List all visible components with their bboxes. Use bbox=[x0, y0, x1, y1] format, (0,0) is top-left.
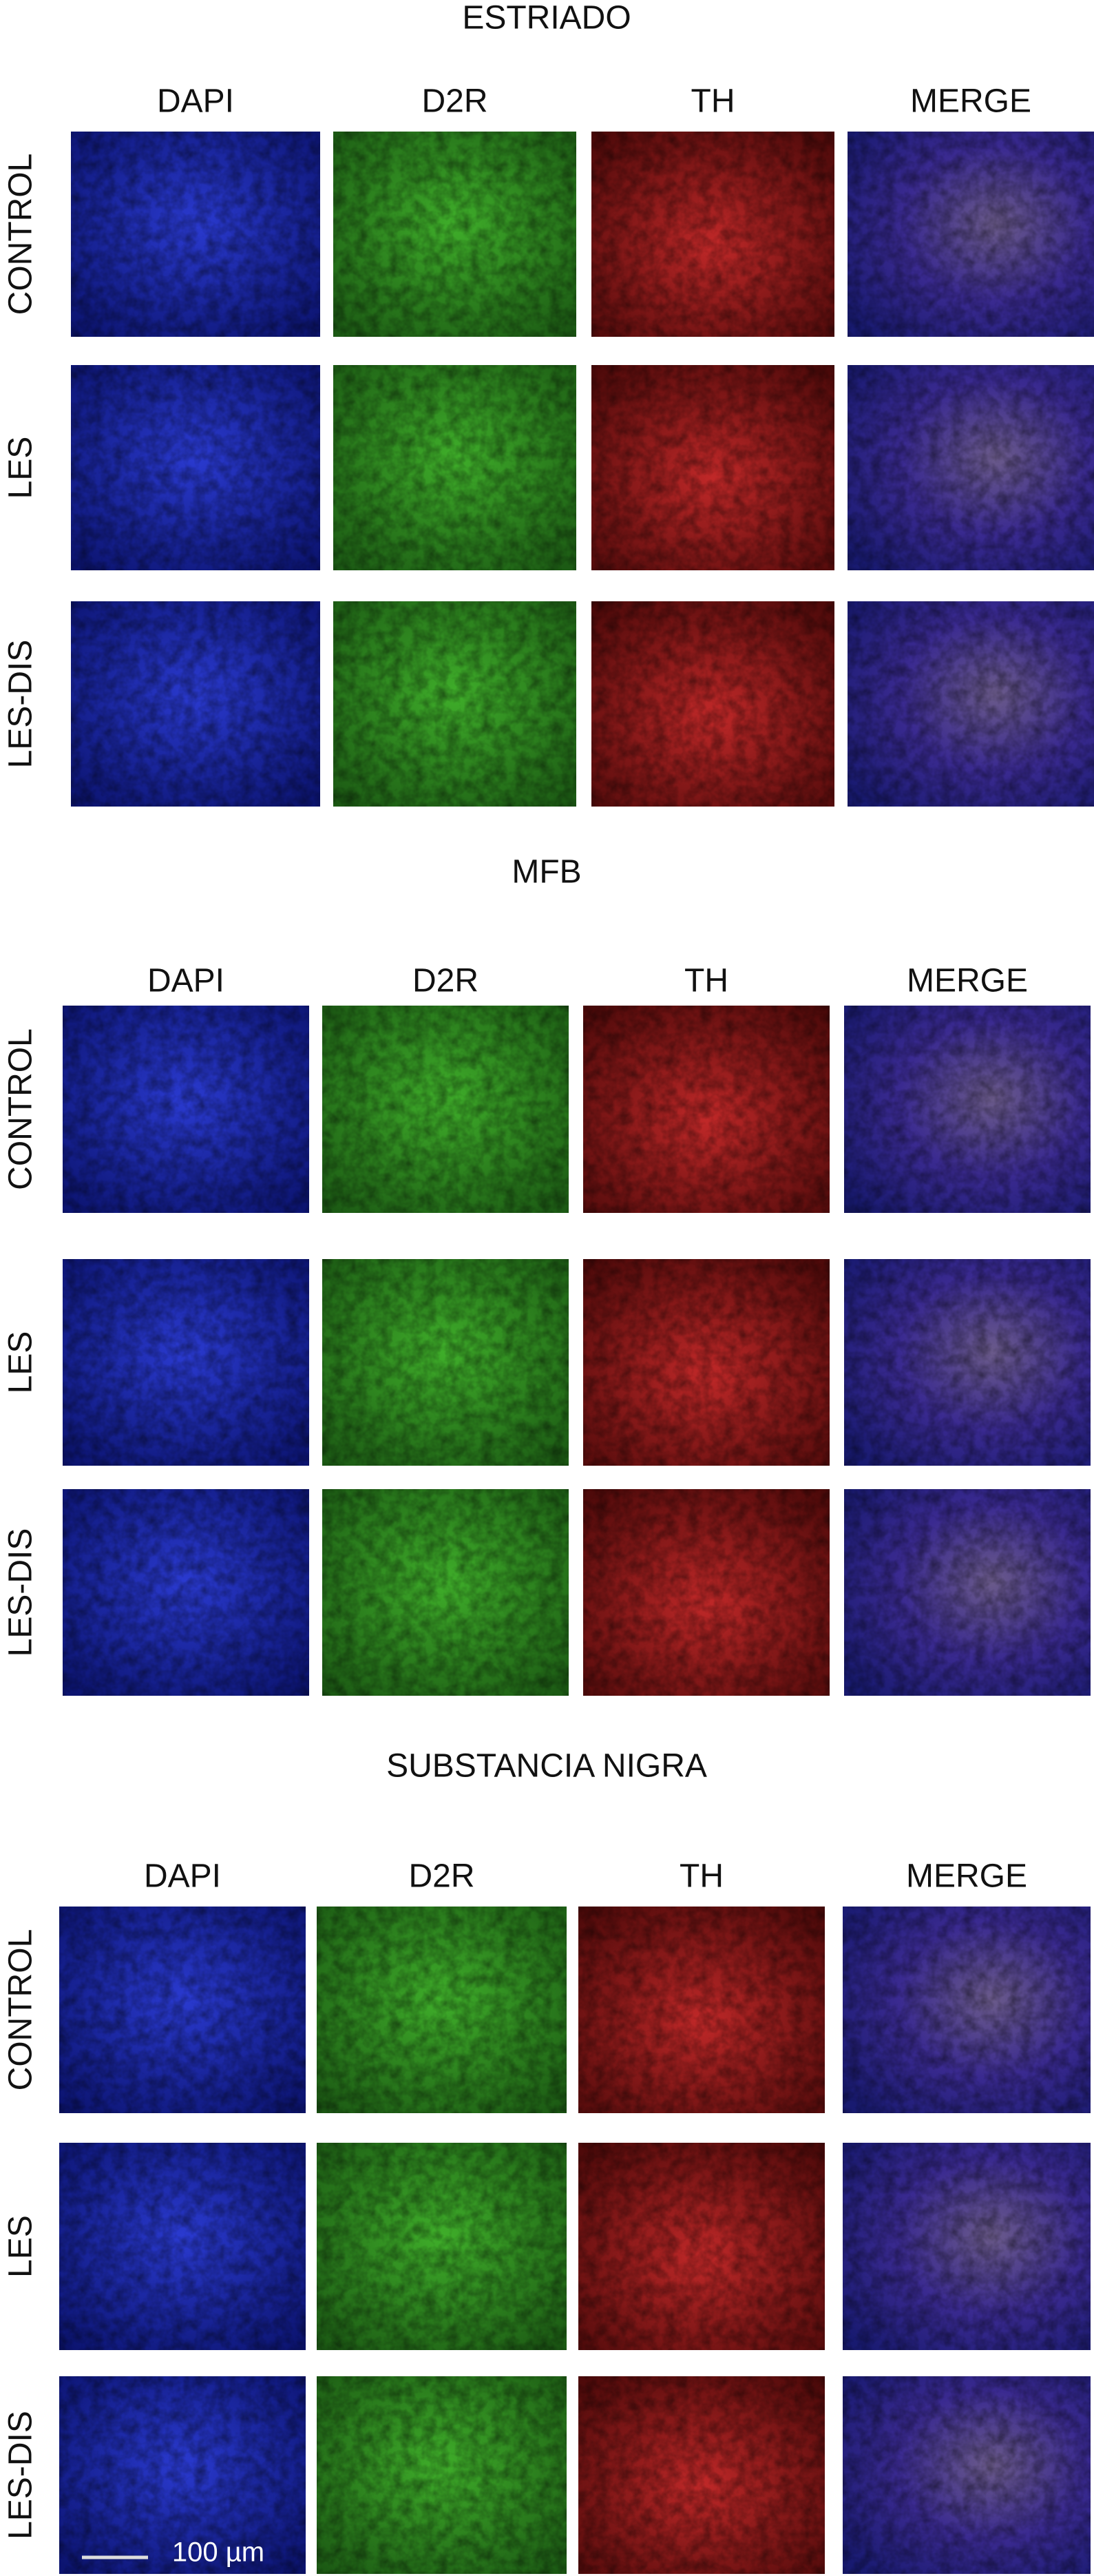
panel-texture bbox=[63, 1006, 309, 1213]
panel-texture bbox=[317, 2143, 567, 2350]
micrograph-panel bbox=[583, 1489, 830, 1696]
micrograph-panel bbox=[844, 1259, 1091, 1466]
micrograph-panel bbox=[843, 1907, 1091, 2113]
row-label: CONTROL bbox=[3, 154, 39, 315]
column-header: TH bbox=[691, 83, 735, 120]
panel-texture bbox=[63, 1489, 309, 1696]
panel-texture bbox=[848, 132, 1094, 337]
panel-texture bbox=[59, 2143, 306, 2350]
column-header: MERGE bbox=[907, 963, 1028, 999]
panel-texture bbox=[322, 1006, 569, 1213]
micrograph-panel bbox=[317, 1907, 567, 2113]
micrograph-panel bbox=[844, 1489, 1091, 1696]
micrograph-panel bbox=[333, 365, 576, 570]
column-header: DAPI bbox=[157, 83, 234, 120]
panel-texture bbox=[333, 601, 576, 807]
micrograph-panel bbox=[848, 601, 1094, 807]
micrograph-panel bbox=[63, 1006, 309, 1213]
panel-texture bbox=[591, 601, 834, 807]
row-label: LES bbox=[3, 2215, 39, 2278]
row-label: LES bbox=[3, 1331, 39, 1394]
micrograph-panel bbox=[578, 2376, 825, 2574]
panel-texture bbox=[317, 2376, 567, 2574]
micrograph-panel bbox=[333, 132, 576, 337]
micrograph-panel bbox=[333, 601, 576, 807]
micrograph-panel bbox=[844, 1006, 1091, 1213]
panel-texture bbox=[71, 601, 320, 807]
micrograph-panel bbox=[322, 1006, 569, 1213]
column-header: MERGE bbox=[906, 1858, 1027, 1895]
row-label: LES-DIS bbox=[3, 1528, 39, 1657]
micrograph-panel bbox=[578, 1907, 825, 2113]
panel-texture bbox=[844, 1006, 1091, 1213]
panel-texture bbox=[59, 1907, 306, 2113]
panel-texture bbox=[322, 1489, 569, 1696]
micrograph-panel bbox=[843, 2376, 1091, 2574]
column-header: MERGE bbox=[910, 83, 1031, 120]
micrograph-panel bbox=[322, 1489, 569, 1696]
panel-texture bbox=[317, 1907, 567, 2113]
row-label: LES-DIS bbox=[3, 640, 39, 769]
micrograph-panel bbox=[591, 365, 834, 570]
section-title: MFB bbox=[512, 854, 581, 891]
column-header: TH bbox=[680, 1858, 724, 1895]
micrograph-panel bbox=[71, 132, 320, 337]
micrograph-panel bbox=[317, 2376, 567, 2574]
panel-texture bbox=[333, 365, 576, 570]
micrograph-panel bbox=[578, 2143, 825, 2350]
section-title: SUBSTANCIA NIGRA bbox=[386, 1748, 707, 1785]
scale-bar-label: 100 µm bbox=[172, 2537, 264, 2568]
micrograph-panel bbox=[848, 132, 1094, 337]
micrograph-panel bbox=[71, 601, 320, 807]
panel-texture bbox=[578, 1907, 825, 2113]
section-title: ESTRIADO bbox=[462, 0, 631, 37]
micrograph-panel bbox=[591, 601, 834, 807]
micrograph-panel bbox=[317, 2143, 567, 2350]
panel-texture bbox=[322, 1259, 569, 1466]
panel-texture bbox=[71, 132, 320, 337]
micrograph-panel bbox=[322, 1259, 569, 1466]
panel-texture bbox=[843, 2143, 1091, 2350]
panel-texture bbox=[59, 2376, 306, 2574]
panel-texture bbox=[63, 1259, 309, 1466]
column-header: D2R bbox=[412, 963, 478, 999]
row-label: CONTROL bbox=[3, 1028, 39, 1190]
panel-texture bbox=[583, 1006, 830, 1213]
row-label: CONTROL bbox=[3, 1929, 39, 2091]
micrograph-panel bbox=[59, 2376, 306, 2574]
micrograph-panel bbox=[843, 2143, 1091, 2350]
row-label: LES-DIS bbox=[3, 2411, 39, 2539]
panel-texture bbox=[71, 365, 320, 570]
panel-texture bbox=[843, 1907, 1091, 2113]
panel-texture bbox=[591, 365, 834, 570]
panel-texture bbox=[333, 132, 576, 337]
micrograph-panel bbox=[63, 1259, 309, 1466]
panel-texture bbox=[844, 1259, 1091, 1466]
column-header: DAPI bbox=[147, 963, 224, 999]
panel-texture bbox=[578, 2143, 825, 2350]
panel-texture bbox=[578, 2376, 825, 2574]
column-header: D2R bbox=[408, 1858, 474, 1895]
panel-texture bbox=[848, 601, 1094, 807]
micrograph-panel bbox=[59, 2143, 306, 2350]
panel-texture bbox=[583, 1489, 830, 1696]
micrograph-panel bbox=[848, 365, 1094, 570]
panel-texture bbox=[848, 365, 1094, 570]
micrograph-panel bbox=[71, 365, 320, 570]
column-header: D2R bbox=[421, 83, 487, 120]
panel-texture bbox=[843, 2376, 1091, 2574]
panel-texture bbox=[591, 132, 834, 337]
micrograph-panel bbox=[63, 1489, 309, 1696]
panel-texture bbox=[583, 1259, 830, 1466]
column-header: TH bbox=[684, 963, 728, 999]
micrograph-panel bbox=[59, 1907, 306, 2113]
panel-texture bbox=[844, 1489, 1091, 1696]
micrograph-panel bbox=[591, 132, 834, 337]
micrograph-panel bbox=[583, 1259, 830, 1466]
column-header: DAPI bbox=[144, 1858, 221, 1895]
row-label: LES bbox=[3, 437, 39, 499]
micrograph-panel bbox=[583, 1006, 830, 1213]
